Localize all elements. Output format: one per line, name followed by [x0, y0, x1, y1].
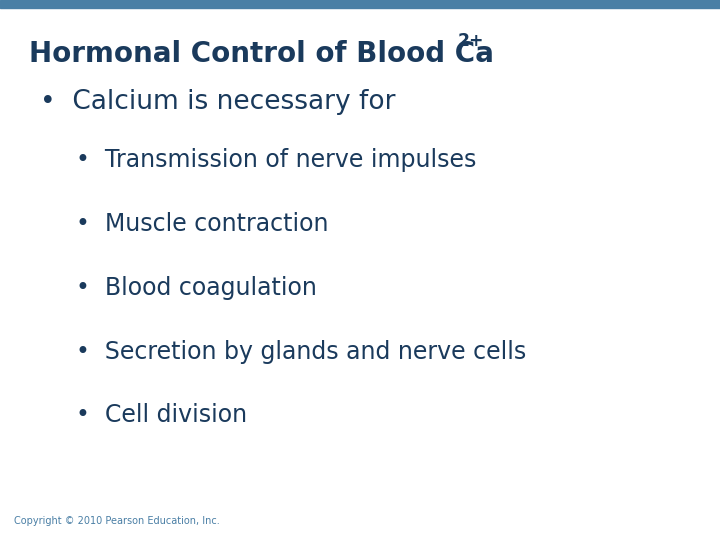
Text: Hormonal Control of Blood Ca: Hormonal Control of Blood Ca	[29, 40, 494, 69]
Text: 2+: 2+	[457, 32, 484, 50]
Text: •  Blood coagulation: • Blood coagulation	[76, 276, 317, 300]
Text: •  Calcium is necessary for: • Calcium is necessary for	[40, 89, 395, 115]
Text: Copyright © 2010 Pearson Education, Inc.: Copyright © 2010 Pearson Education, Inc.	[14, 516, 220, 526]
Text: •  Cell division: • Cell division	[76, 403, 247, 427]
Bar	[0, 0, 720, 8]
Text: •  Secretion by glands and nerve cells: • Secretion by glands and nerve cells	[76, 340, 526, 363]
Text: •  Muscle contraction: • Muscle contraction	[76, 212, 328, 236]
Text: •  Transmission of nerve impulses: • Transmission of nerve impulses	[76, 148, 476, 172]
